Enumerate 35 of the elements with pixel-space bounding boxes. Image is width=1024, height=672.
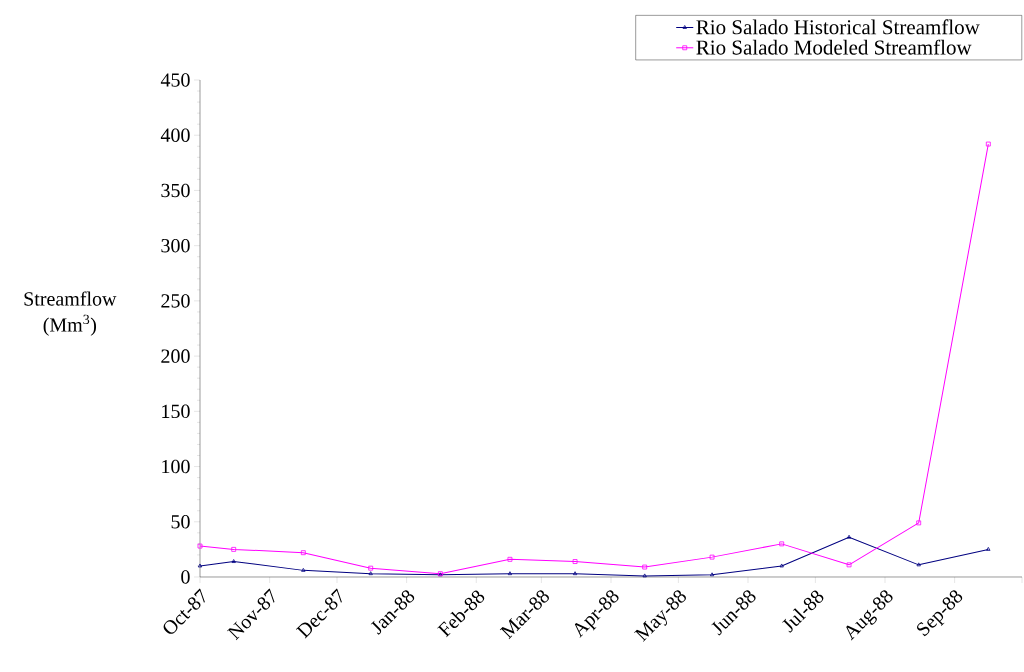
y-tick-label: 450 [160,73,190,87]
point [507,571,513,576]
point [231,559,236,563]
point [642,564,648,570]
y-tick-label: 0 [181,570,190,584]
point [368,571,373,576]
point [572,559,578,564]
point [300,550,306,556]
y-tick-label: 350 [161,183,190,198]
y-axis-title: Streamflow (Mm$^{3}$) [24,291,117,336]
point [846,534,852,539]
point [301,567,306,572]
legend-label: Rio Salado Modeled Streamflow [696,39,972,55]
point [231,546,237,552]
y-tick-label: 50 [171,515,190,529]
y-tick-label: 300 [161,238,190,253]
point [916,520,922,526]
point [779,563,784,568]
y-tick-label: 250 [161,294,190,308]
point [985,141,991,147]
legend-label: Rio Salado Historical Streamflow [696,19,980,35]
point [709,554,715,560]
point [846,562,852,568]
y-tick-label: 150 [162,404,190,419]
point [368,565,374,571]
point [642,573,647,578]
point [709,572,715,577]
point [197,543,203,549]
point [916,562,921,567]
point [779,541,785,547]
point [507,556,513,562]
point [572,571,578,576]
y-tick-label: 100 [162,459,190,474]
y-tick-label: 200 [161,349,190,363]
y-tick-label: 400 [160,128,190,142]
